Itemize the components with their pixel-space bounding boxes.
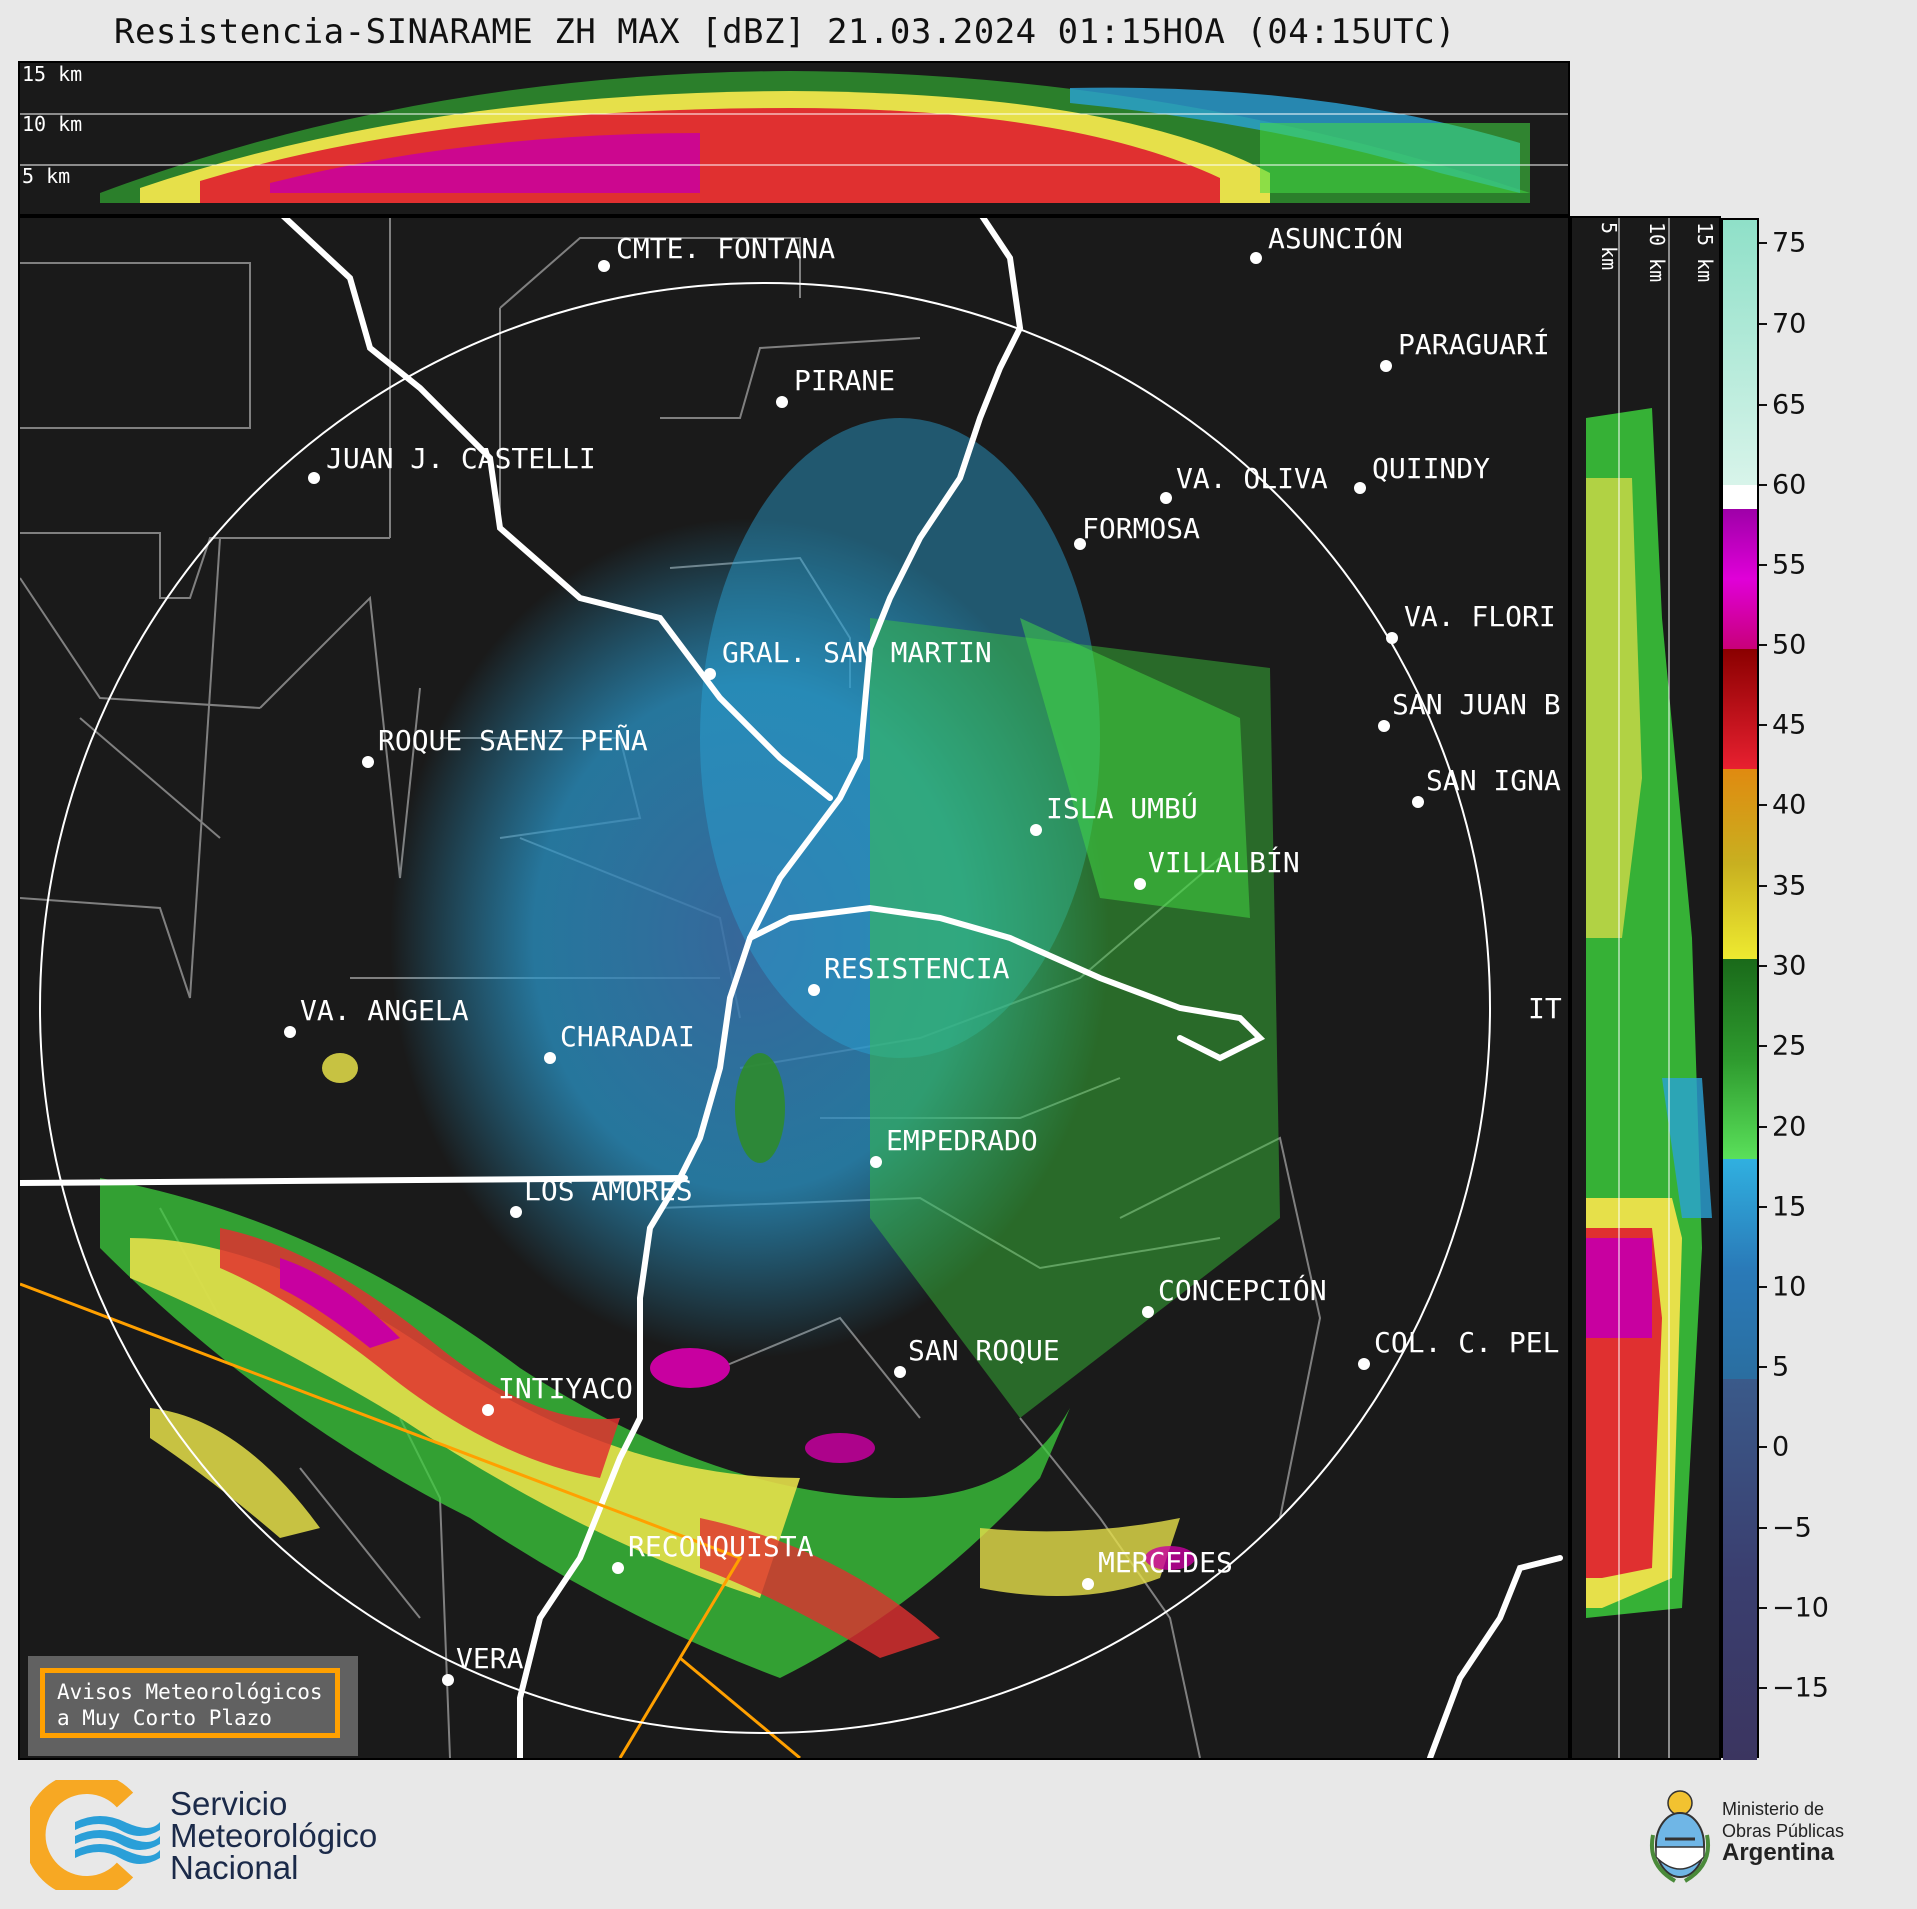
city-gral-san-martin: GRAL. SAN MARTIN xyxy=(704,636,992,680)
smn-logo-icon xyxy=(30,1780,160,1890)
map-title: Resistencia-SINARAME ZH MAX [dBZ] 21.03.… xyxy=(113,12,1457,52)
svg-text:JUAN J. CASTELLI: JUAN J. CASTELLI xyxy=(326,442,596,475)
svg-text:FORMOSA: FORMOSA xyxy=(1082,512,1200,545)
svg-text:SAN ROQUE: SAN ROQUE xyxy=(908,1334,1060,1367)
cb-label-20: 20 xyxy=(1772,1111,1807,1143)
city-intiyaco: INTIYACO xyxy=(482,1372,633,1416)
city-concepcion: CONCEPCIÓN xyxy=(1142,1273,1327,1318)
cb-label-40: 40 xyxy=(1772,789,1807,821)
svg-text:VA. FLORI: VA. FLORI xyxy=(1404,600,1556,633)
svg-text:LOS AMORES: LOS AMORES xyxy=(524,1174,693,1207)
svg-text:RESISTENCIA: RESISTENCIA xyxy=(824,952,1010,985)
cb-label-75: 75 xyxy=(1772,227,1807,259)
smn-logo-text: Servicio Meteorológico Nacional xyxy=(170,1785,378,1886)
city-va-flori: VA. FLORI xyxy=(1386,600,1556,644)
city-villalbin: VILLALBÍN xyxy=(1134,845,1300,890)
svg-text:INTIYACO: INTIYACO xyxy=(498,1372,633,1405)
city-los-amores: LOS AMORES xyxy=(510,1174,693,1218)
side-cross-section-panel: 5 km 10 km 15 km xyxy=(1570,216,1721,1760)
cb-label-45: 45 xyxy=(1772,709,1807,741)
cb-label-70: 70 xyxy=(1772,308,1807,340)
cb-label-minus5: −5 xyxy=(1772,1512,1812,1544)
cb-label-50: 50 xyxy=(1772,629,1807,661)
svg-text:CHARADAI: CHARADAI xyxy=(560,1020,695,1053)
city-pirane: PIRANE xyxy=(776,364,895,408)
city-san-juan-b: SAN JUAN B xyxy=(1378,688,1561,732)
range-ring xyxy=(39,282,1491,1734)
cb-label-55: 55 xyxy=(1772,549,1807,581)
svg-text:SAN JUAN B: SAN JUAN B xyxy=(1392,688,1561,721)
city-labels: CMTE. FONTANA ASUNCIÓN PARAGUARÍ PIRANE … xyxy=(284,221,1562,1686)
svg-text:VERA: VERA xyxy=(456,1642,524,1675)
warning-box-label: Avisos Meteorológicos a Muy Corto Plazo xyxy=(40,1668,340,1738)
city-san-igna: SAN IGNA xyxy=(1412,764,1561,808)
cb-label-25: 25 xyxy=(1772,1030,1807,1062)
cb-label-5: 5 xyxy=(1772,1351,1790,1383)
side-height-10: 10 km xyxy=(1645,222,1669,282)
city-mercedes: MERCEDES xyxy=(1082,1546,1233,1590)
top-height-15: 15 km xyxy=(22,63,82,86)
city-col-c-pel: COL. C. PEL xyxy=(1358,1326,1559,1370)
radar-map: CMTE. FONTANA ASUNCIÓN PARAGUARÍ PIRANE … xyxy=(18,216,1570,1760)
city-asuncion: ASUNCIÓN xyxy=(1250,221,1403,264)
top-height-5: 5 km xyxy=(22,164,70,188)
warning-box[interactable]: Avisos Meteorológicos a Muy Corto Plazo xyxy=(28,1656,358,1756)
city-reconquista: RECONQUISTA xyxy=(612,1530,814,1574)
ministry-logo-text: Ministerio de Obras Públicas Argentina xyxy=(1722,1799,1845,1866)
side-cross-section: 5 km 10 km 15 km xyxy=(1586,218,1717,1758)
radar-map-canvas: CMTE. FONTANA ASUNCIÓN PARAGUARÍ PIRANE … xyxy=(20,218,1563,1758)
top-cross-section: 15 km 10 km 5 km xyxy=(20,62,1568,203)
city-quiindy: QUIINDY xyxy=(1354,452,1490,494)
city-va-oliva: VA. OLIVA xyxy=(1160,462,1328,504)
svg-text:QUIINDY: QUIINDY xyxy=(1372,452,1490,485)
top-cross-section-panel: 15 km 10 km 5 km xyxy=(18,61,1570,216)
city-juan-j-castelli: JUAN J. CASTELLI xyxy=(308,442,596,484)
warning-polygon xyxy=(20,1282,801,1758)
svg-text:VILLALBÍN: VILLALBÍN xyxy=(1148,845,1300,879)
svg-text:GRAL. SAN MARTIN: GRAL. SAN MARTIN xyxy=(722,636,992,669)
svg-text:ISLA UMBÚ: ISLA UMBÚ xyxy=(1046,791,1198,825)
side-height-5: 5 km xyxy=(1597,222,1621,270)
cb-label-10: 10 xyxy=(1772,1271,1807,1303)
city-paraguari: PARAGUARÍ xyxy=(1380,327,1550,372)
top-height-10: 10 km xyxy=(22,112,82,136)
svg-text:SAN IGNA: SAN IGNA xyxy=(1426,764,1561,797)
svg-text:VA. OLIVA: VA. OLIVA xyxy=(1176,462,1328,495)
side-height-15: 15 km xyxy=(1693,222,1717,282)
svg-text:MERCEDES: MERCEDES xyxy=(1098,1546,1233,1579)
dbz-colorbar xyxy=(1721,218,1759,1760)
cb-label-0: 0 xyxy=(1772,1431,1790,1463)
city-roque-saenz-pena: ROQUE SAENZ PEÑA xyxy=(362,723,648,768)
cb-label-30: 30 xyxy=(1772,950,1807,982)
svg-text:EMPEDRADO: EMPEDRADO xyxy=(886,1124,1038,1157)
city-it: IT xyxy=(1528,992,1562,1025)
svg-text:VA. ANGELA: VA. ANGELA xyxy=(300,994,469,1027)
svg-text:ROQUE SAENZ PEÑA: ROQUE SAENZ PEÑA xyxy=(378,723,648,757)
cb-label-minus15: −15 xyxy=(1772,1672,1829,1704)
svg-text:PIRANE: PIRANE xyxy=(794,364,895,397)
city-vera: VERA xyxy=(442,1642,524,1686)
svg-text:PARAGUARÍ: PARAGUARÍ xyxy=(1398,327,1550,361)
city-isla-umbu: ISLA UMBÚ xyxy=(1030,791,1198,836)
city-empedrado: EMPEDRADO xyxy=(870,1124,1038,1168)
svg-text:CONCEPCIÓN: CONCEPCIÓN xyxy=(1158,1273,1327,1307)
svg-text:ASUNCIÓN: ASUNCIÓN xyxy=(1268,221,1403,255)
cb-label-60: 60 xyxy=(1772,469,1807,501)
svg-text:COL. C. PEL: COL. C. PEL xyxy=(1374,1326,1559,1359)
cb-label-15: 15 xyxy=(1772,1191,1807,1223)
rivers xyxy=(20,218,1563,1758)
cb-label-65: 65 xyxy=(1772,389,1807,421)
argentina-coat-of-arms-icon xyxy=(1650,1790,1710,1883)
svg-text:IT: IT xyxy=(1528,992,1562,1025)
city-resistencia: RESISTENCIA xyxy=(808,952,1010,996)
city-san-roque: SAN ROQUE xyxy=(894,1334,1060,1378)
cb-label-35: 35 xyxy=(1772,870,1807,902)
svg-text:CMTE. FONTANA: CMTE. FONTANA xyxy=(616,232,835,265)
svg-text:RECONQUISTA: RECONQUISTA xyxy=(628,1530,814,1563)
city-formosa: FORMOSA xyxy=(1074,512,1200,550)
cb-label-minus10: −10 xyxy=(1772,1592,1829,1624)
city-charadai: CHARADAI xyxy=(544,1020,695,1064)
city-va-angela: VA. ANGELA xyxy=(284,994,469,1038)
city-cmte-fontana: CMTE. FONTANA xyxy=(598,232,835,272)
